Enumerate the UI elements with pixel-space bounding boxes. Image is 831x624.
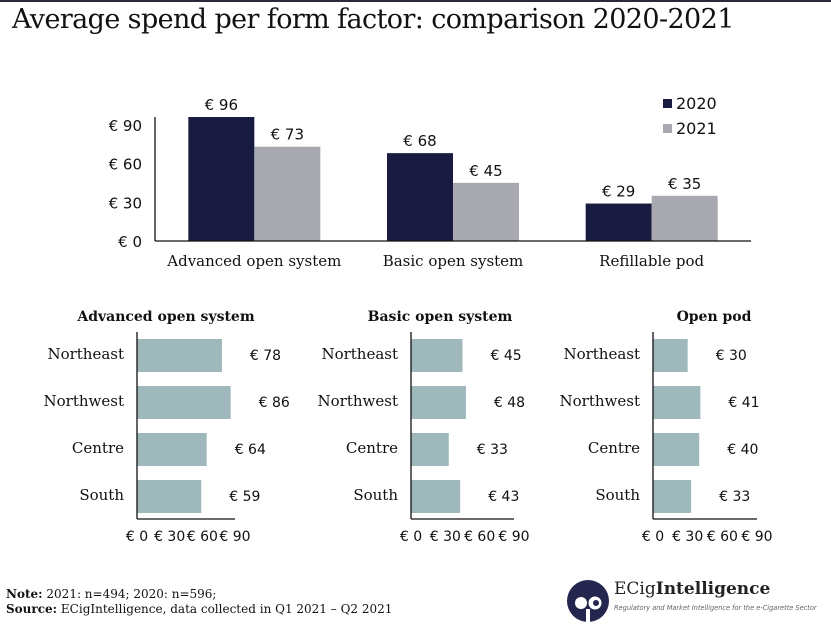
x-tick-label: € 60 (707, 529, 738, 545)
x-tick-label: € 30 (430, 529, 461, 545)
region-bar (653, 433, 700, 466)
region-bar (653, 386, 701, 419)
x-tick-label: Advanced open system (166, 252, 341, 270)
data-label: € 73 (271, 126, 304, 144)
region-label: Northwest (318, 392, 398, 410)
x-tick-label: Basic open system (383, 252, 524, 270)
y-tick-label: € 0 (118, 233, 142, 251)
x-tick-label: € 60 (464, 529, 495, 545)
region-bar (137, 386, 231, 419)
panel-title: Advanced open system (76, 309, 254, 325)
logo-mark-icon (567, 580, 609, 623)
panel-title: Open pod (677, 309, 752, 325)
x-tick-label: € 90 (498, 529, 529, 545)
region-bar (137, 480, 202, 513)
region-label: Northeast (563, 345, 640, 363)
x-tick-label: € 90 (741, 529, 772, 545)
data-label: € 45 (491, 348, 522, 364)
data-label: € 78 (250, 348, 281, 364)
region-label: Northeast (321, 345, 398, 363)
chart-title: Average spend per form factor: compariso… (12, 4, 734, 35)
x-tick-label: € 30 (672, 529, 703, 545)
x-tick-label: Refillable pod (599, 252, 704, 270)
y-tick-label: € 90 (109, 117, 142, 135)
data-label: € 35 (668, 175, 701, 193)
note-text: 2021: n=494; 2020: n=596; (42, 587, 217, 601)
region-bar (137, 433, 207, 466)
region-label: Northwest (560, 392, 640, 410)
note-line: Note: 2021: n=494; 2020: n=596; (6, 587, 392, 602)
ecigintelligence-logo: ECigIntelligence Regulatory and Market I… (566, 579, 831, 623)
bar-2021 (254, 146, 321, 241)
x-tick-label: € 30 (154, 529, 185, 545)
data-label: € 86 (259, 395, 290, 411)
logo-name-bold: Intelligence (655, 579, 771, 599)
region-label: Centre (346, 439, 398, 457)
logo-name: ECigIntelligence (614, 579, 770, 599)
region-bar (411, 480, 461, 513)
data-label: € 59 (229, 489, 260, 505)
x-tick-label: € 0 (642, 529, 664, 545)
region-bar (653, 339, 688, 372)
source-label: Source: (6, 602, 58, 616)
bar-2020 (585, 203, 652, 241)
region-label: Northeast (47, 345, 124, 363)
bar-2020 (387, 153, 453, 241)
region-label: South (353, 486, 398, 504)
data-label: € 29 (602, 183, 635, 201)
source-text: ECigIntelligence, data collected in Q1 2… (57, 602, 393, 616)
legend-label-2020: 2020 (676, 94, 717, 113)
bar-2021 (651, 195, 718, 241)
region-bar (411, 433, 449, 466)
source-line: Source: ECigIntelligence, data collected… (6, 602, 392, 617)
data-label: € 45 (469, 162, 502, 180)
bar-2021 (453, 182, 519, 241)
legend-swatch-2021 (663, 124, 672, 133)
top-rule (0, 0, 831, 2)
bar-2020 (188, 117, 255, 241)
legend-label-2021: 2021 (676, 119, 717, 138)
logo-name-regular: ECig (614, 579, 656, 599)
data-label: € 43 (488, 489, 519, 505)
x-tick-label: € 0 (126, 529, 148, 545)
region-label: Northwest (44, 392, 124, 410)
data-label: € 64 (235, 442, 266, 458)
logo-tagline: Regulatory and Market Intelligence for t… (614, 604, 817, 612)
region-label: South (595, 486, 640, 504)
x-tick-label: € 60 (187, 529, 218, 545)
region-bar (653, 480, 692, 513)
data-label: € 33 (719, 489, 750, 505)
region-bar (137, 339, 222, 372)
region-label: South (79, 486, 124, 504)
region-bar (411, 386, 466, 419)
note-label: Note: (6, 587, 43, 601)
footer-notes: Note: 2021: n=494; 2020: n=596; Source: … (6, 587, 392, 617)
region-label: Centre (588, 439, 640, 457)
data-label: € 96 (205, 96, 238, 114)
data-label: € 41 (728, 395, 759, 411)
region-bar (411, 339, 463, 372)
data-label: € 40 (727, 442, 758, 458)
x-tick-label: € 0 (400, 529, 422, 545)
y-tick-label: € 30 (109, 194, 142, 212)
region-label: Centre (72, 439, 124, 457)
data-label: € 30 (716, 348, 747, 364)
panel-title: Basic open system (368, 309, 513, 325)
legend-swatch-2020 (663, 99, 672, 108)
data-label: € 68 (403, 132, 436, 150)
data-label: € 48 (494, 395, 525, 411)
data-label: € 33 (477, 442, 508, 458)
x-tick-label: € 90 (219, 529, 250, 545)
y-tick-label: € 60 (109, 156, 142, 174)
